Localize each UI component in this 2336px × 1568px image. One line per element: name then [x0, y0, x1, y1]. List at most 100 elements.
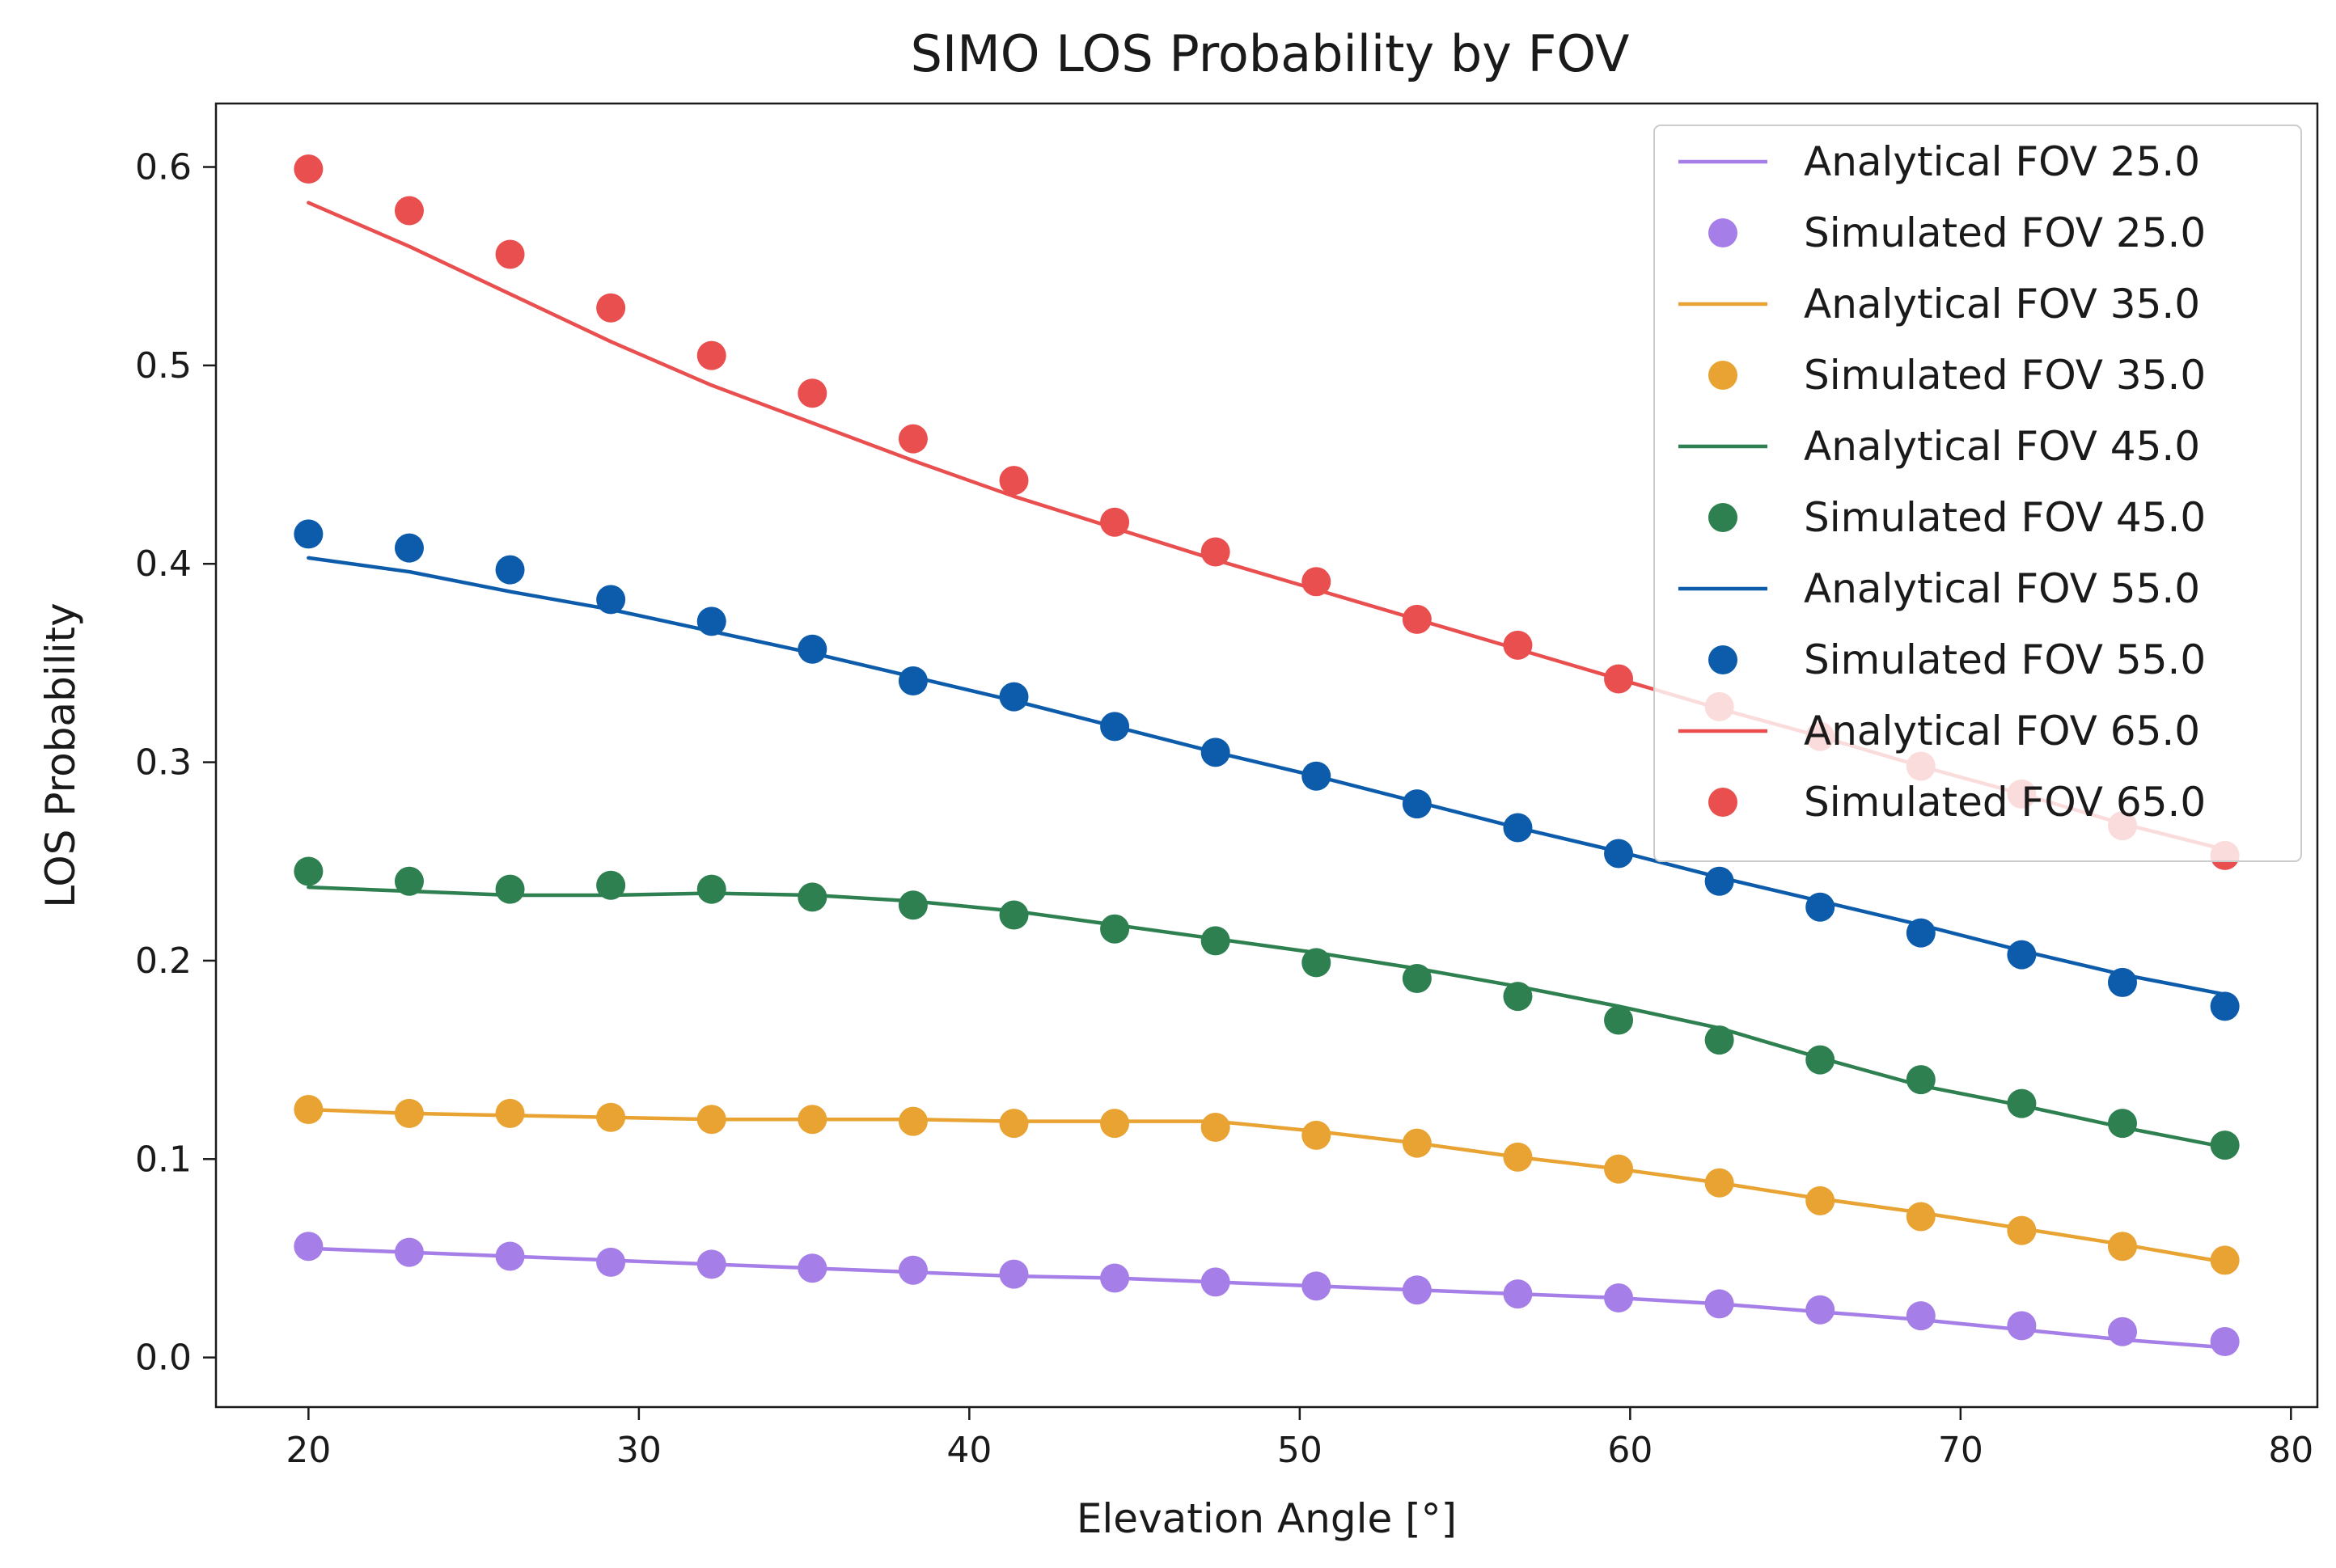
data-point-simulated-fov-45-0 — [1200, 926, 1230, 956]
data-point-simulated-fov-55-0 — [2007, 940, 2037, 970]
y-axis-title: LOS Probability — [37, 602, 84, 907]
data-point-simulated-fov-55-0 — [1100, 712, 1130, 742]
data-point-simulated-fov-55-0 — [1402, 789, 1432, 819]
x-tick-label: 70 — [1938, 1430, 1983, 1471]
data-point-simulated-fov-55-0 — [898, 666, 928, 695]
x-tick-label: 40 — [946, 1430, 992, 1471]
data-point-simulated-fov-45-0 — [1100, 914, 1130, 944]
y-tick-label: 0.6 — [135, 147, 192, 188]
data-point-simulated-fov-25-0 — [1604, 1283, 1634, 1313]
data-point-simulated-fov-25-0 — [1805, 1295, 1835, 1325]
x-tick-label: 50 — [1277, 1430, 1322, 1471]
y-tick-label: 0.4 — [135, 543, 192, 585]
y-tick-label: 0.2 — [135, 940, 192, 982]
x-tick-label: 30 — [616, 1430, 662, 1471]
data-point-simulated-fov-55-0 — [1906, 918, 1936, 948]
plot-frame — [214, 102, 2319, 1409]
data-point-simulated-fov-45-0 — [1704, 1025, 1734, 1055]
series-line-analytical-fov-35-0 — [307, 1107, 2227, 1265]
series-line-analytical-fov-55-0 — [307, 556, 2227, 996]
data-point-simulated-fov-35-0 — [999, 1109, 1029, 1139]
legend-label: Simulated FOV 65.0 — [1804, 779, 2206, 826]
data-point-simulated-fov-35-0 — [1200, 1113, 1230, 1143]
data-point-simulated-fov-55-0 — [696, 606, 726, 636]
data-point-simulated-fov-55-0 — [495, 555, 525, 585]
data-point-simulated-fov-45-0 — [2007, 1088, 2037, 1118]
data-point-simulated-fov-55-0 — [1704, 866, 1734, 896]
x-axis: 20 30 40 50 60 70 80 — [286, 1407, 2313, 1471]
data-point-simulated-fov-65-0 — [1503, 630, 1533, 660]
data-point-simulated-fov-35-0 — [1805, 1186, 1835, 1215]
series-layer — [294, 154, 2240, 1357]
data-point-simulated-fov-45-0 — [1805, 1045, 1835, 1075]
data-point-simulated-fov-65-0 — [1100, 507, 1130, 537]
data-point-simulated-fov-65-0 — [495, 239, 525, 269]
data-point-simulated-fov-35-0 — [495, 1098, 525, 1128]
data-point-simulated-fov-65-0 — [999, 466, 1029, 496]
legend-label: Simulated FOV 25.0 — [1804, 209, 2206, 256]
data-point-simulated-fov-25-0 — [1100, 1263, 1130, 1293]
data-point-simulated-fov-45-0 — [798, 882, 827, 912]
data-point-simulated-fov-35-0 — [2107, 1232, 2137, 1262]
data-point-simulated-fov-35-0 — [1604, 1154, 1634, 1184]
data-point-simulated-fov-55-0 — [798, 634, 827, 664]
data-point-simulated-fov-25-0 — [798, 1253, 827, 1283]
data-point-simulated-fov-25-0 — [1704, 1289, 1734, 1319]
data-point-simulated-fov-55-0 — [1503, 813, 1533, 843]
data-point-simulated-fov-65-0 — [596, 293, 626, 323]
data-point-simulated-fov-35-0 — [798, 1105, 827, 1135]
legend-label: Analytical FOV 35.0 — [1804, 281, 2200, 328]
legend-label: Analytical FOV 25.0 — [1804, 138, 2200, 185]
series-line-analytical-fov-45-0 — [307, 885, 2227, 1149]
data-point-simulated-fov-35-0 — [696, 1105, 726, 1135]
legend-label: Analytical FOV 45.0 — [1804, 423, 2200, 470]
data-point-simulated-fov-55-0 — [394, 533, 424, 563]
legend-marker-swatch — [1708, 361, 1737, 390]
legend-label: Simulated FOV 45.0 — [1804, 494, 2206, 541]
data-point-simulated-fov-65-0 — [1402, 604, 1432, 634]
data-point-simulated-fov-65-0 — [798, 378, 827, 408]
y-tick-label: 0.0 — [135, 1338, 192, 1379]
data-point-simulated-fov-65-0 — [294, 154, 324, 184]
data-point-simulated-fov-45-0 — [696, 874, 726, 904]
legend-label: Analytical FOV 55.0 — [1804, 565, 2200, 612]
data-point-simulated-fov-25-0 — [596, 1247, 626, 1277]
data-point-simulated-fov-35-0 — [1503, 1142, 1533, 1172]
y-tick-label: 0.1 — [135, 1139, 192, 1180]
data-point-simulated-fov-55-0 — [1805, 892, 1835, 922]
y-axis: 0.0 0.1 0.2 0.3 0.4 0.5 0.6 — [135, 147, 216, 1379]
data-point-simulated-fov-35-0 — [1704, 1168, 1734, 1198]
data-point-simulated-fov-35-0 — [2007, 1215, 2037, 1245]
data-point-simulated-fov-55-0 — [294, 519, 324, 549]
x-tick-label: 20 — [286, 1430, 331, 1471]
data-point-simulated-fov-25-0 — [495, 1241, 525, 1271]
legend-marker-swatch — [1708, 503, 1737, 532]
data-point-simulated-fov-45-0 — [394, 866, 424, 896]
series-line-analytical-fov-25-0 — [307, 1246, 2227, 1350]
data-point-simulated-fov-25-0 — [1503, 1279, 1533, 1309]
data-point-simulated-fov-25-0 — [2107, 1317, 2137, 1346]
data-point-simulated-fov-25-0 — [2210, 1327, 2240, 1357]
legend-label: Analytical FOV 65.0 — [1804, 708, 2200, 754]
data-point-simulated-fov-35-0 — [1906, 1202, 1936, 1232]
data-point-simulated-fov-45-0 — [2210, 1131, 2240, 1160]
data-point-simulated-fov-65-0 — [1604, 664, 1634, 694]
data-point-simulated-fov-35-0 — [394, 1098, 424, 1128]
data-point-simulated-fov-45-0 — [1301, 948, 1331, 978]
data-point-simulated-fov-65-0 — [696, 340, 726, 370]
data-point-simulated-fov-45-0 — [596, 870, 626, 900]
data-point-simulated-fov-45-0 — [1402, 964, 1432, 994]
data-point-simulated-fov-25-0 — [898, 1255, 928, 1285]
chart-title: SIMO LOS Probability by FOV — [911, 24, 1630, 83]
data-point-simulated-fov-25-0 — [294, 1232, 324, 1262]
data-point-simulated-fov-35-0 — [1100, 1109, 1130, 1139]
legend-marker-swatch — [1708, 218, 1737, 247]
x-axis-title: Elevation Angle [°] — [1077, 1495, 1457, 1542]
x-tick-label: 80 — [2268, 1430, 2313, 1471]
data-point-simulated-fov-35-0 — [1402, 1128, 1432, 1158]
legend-label: Simulated FOV 35.0 — [1804, 352, 2206, 399]
legend: Analytical FOV 25.0 Simulated FOV 25.0 Ana… — [1653, 125, 2302, 862]
data-point-simulated-fov-35-0 — [2210, 1245, 2240, 1275]
data-point-simulated-fov-55-0 — [1200, 738, 1230, 767]
data-point-simulated-fov-45-0 — [999, 900, 1029, 930]
